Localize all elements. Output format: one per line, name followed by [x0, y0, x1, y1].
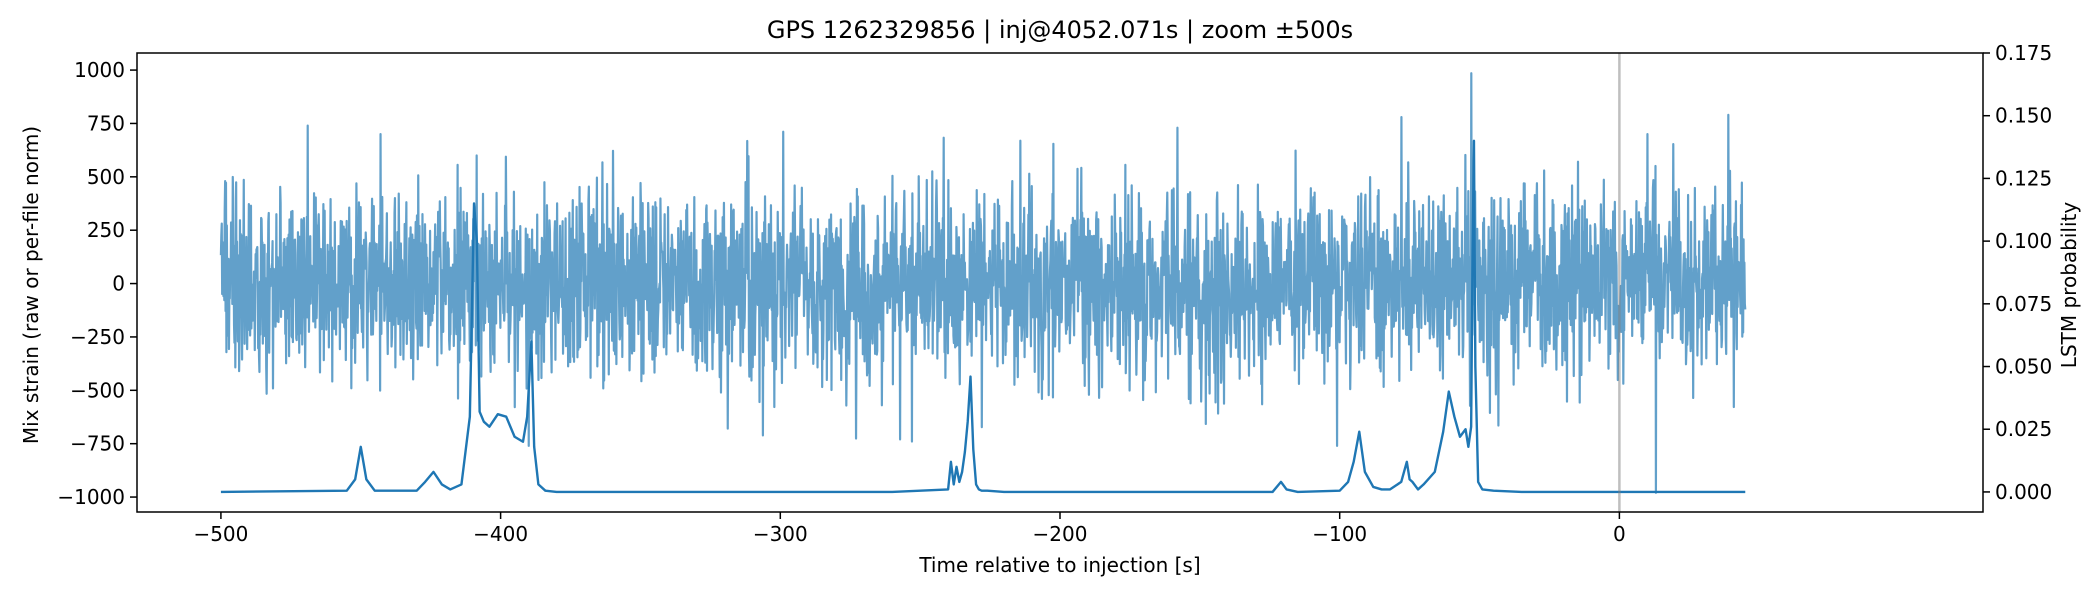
- y-right-tick-label: 0.175: [1995, 41, 2052, 65]
- y-right-tick-label: 0.025: [1995, 417, 2052, 441]
- strain-series-line: [219, 72, 1747, 494]
- probability-series: [220, 139, 1746, 494]
- probability-series-line: [220, 139, 1746, 494]
- y-axis-right-label: LSTM probability: [2057, 202, 2081, 369]
- y-right-tick-label: 0.000: [1995, 480, 2052, 504]
- strain-series: [219, 72, 1747, 494]
- y-left-tick-label: −500: [70, 378, 125, 402]
- y-right-tick-label: 0.125: [1995, 166, 2052, 190]
- y-axis-left: −1000 −750 −500 −250 0 250 500 750 1000: [57, 58, 137, 509]
- y-left-tick-label: 250: [87, 218, 125, 242]
- y-axis-right: 0.000 0.025 0.050 0.075 0.100 0.125 0.150 0.175: [1983, 41, 2052, 504]
- x-tick-label: −200: [1033, 522, 1088, 546]
- y-left-tick-label: −250: [70, 325, 125, 349]
- x-tick-label: 0: [1613, 522, 1626, 546]
- x-tick-label: −300: [753, 522, 808, 546]
- x-axis-label: Time relative to injection [s]: [918, 553, 1200, 577]
- y-right-tick-label: 0.075: [1995, 292, 2052, 316]
- y-right-tick-label: 0.100: [1995, 229, 2052, 253]
- y-axis-left-label: Mix strain (raw or per-file norm): [19, 126, 43, 444]
- x-tick-label: −400: [473, 522, 528, 546]
- x-axis: −500 −400 −300 −200 −100 0: [193, 512, 1626, 546]
- x-tick-label: −100: [1312, 522, 1367, 546]
- chart-title: GPS 1262329856 | inj@4052.071s | zoom ±5…: [767, 16, 1353, 44]
- y-right-tick-label: 0.150: [1995, 104, 2052, 128]
- x-tick-label: −500: [193, 522, 248, 546]
- y-left-tick-label: −750: [70, 432, 125, 456]
- y-left-tick-label: 0: [112, 272, 125, 296]
- y-left-tick-label: −1000: [57, 485, 125, 509]
- plot-area: [219, 53, 1747, 512]
- y-right-tick-label: 0.050: [1995, 355, 2052, 379]
- y-left-tick-label: 750: [87, 111, 125, 135]
- y-left-tick-label: 1000: [74, 58, 125, 82]
- y-left-tick-label: 500: [87, 165, 125, 189]
